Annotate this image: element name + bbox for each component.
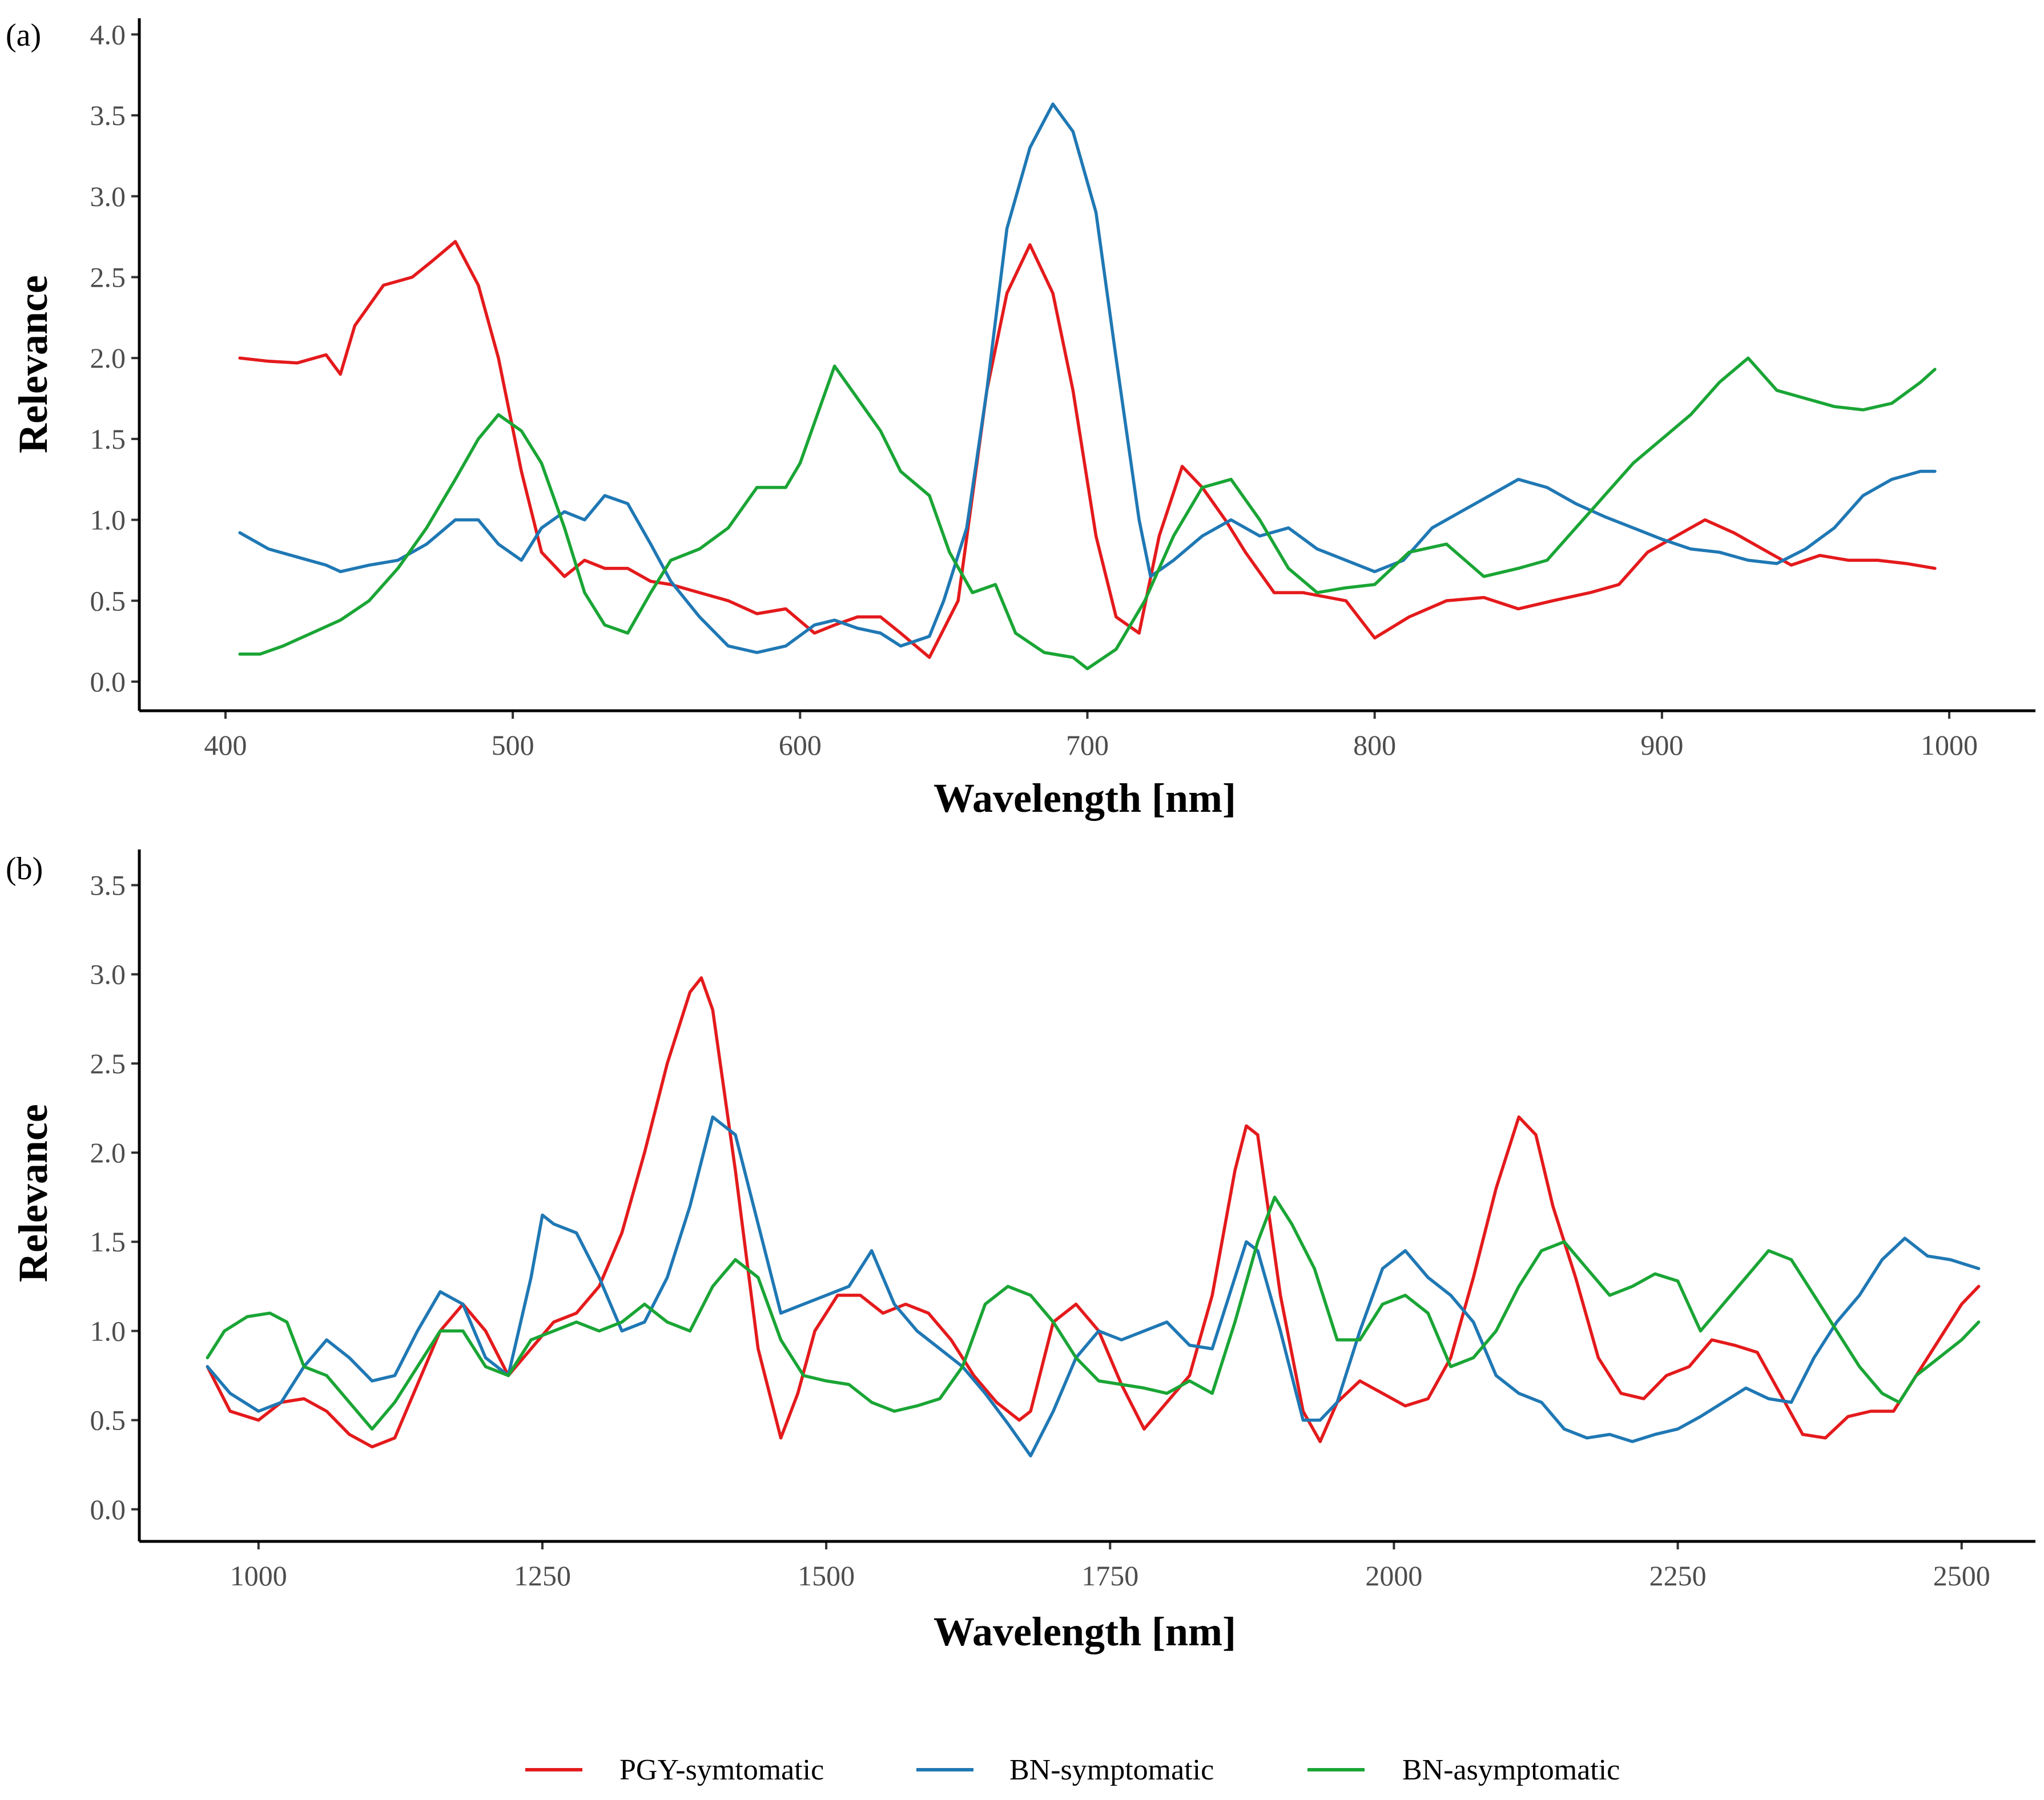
panel-label-a: (a) (6, 18, 41, 53)
series-line-b-bn-symptomatic (206, 1115, 1981, 1457)
y-tick-label-a-7: 3.5 (90, 99, 126, 131)
plot-lines-a (238, 102, 1937, 671)
y-axis-ticks-a: 0.0 0.5 1.0 1.5 2.0 2.5 3.0 3.5 4.0 (90, 18, 139, 698)
y-tick-label-b-1: 0.5 (90, 1404, 126, 1436)
x-axis-title-a: Wavelength [nm] (934, 775, 1236, 821)
x-tick-label-a-5: 900 (1640, 729, 1683, 761)
y-axis-title-b: Relevance (10, 1104, 56, 1282)
x-tick-label-a-1: 500 (492, 729, 534, 761)
series-line-a-pgy-symtomatic (238, 240, 1937, 659)
y-axis-title-a: Relevance (10, 275, 56, 453)
legend-label-pgy: PGY-symtomatic (619, 1754, 824, 1786)
x-tick-label-a-2: 600 (779, 729, 822, 761)
x-tick-label-a-4: 800 (1353, 729, 1396, 761)
y-tick-label-b-2: 1.0 (90, 1315, 126, 1347)
legend-entry-bn-symptomatic: BN-symptomatic (916, 1754, 1214, 1786)
y-tick-label-a-1: 0.5 (90, 585, 126, 617)
y-tick-label-a-0: 0.0 (90, 666, 126, 698)
chart-panel-b: (b) 0.0 0.5 1.0 1.5 2.0 2.5 3.0 3.5 1000 1250 150… (6, 849, 2035, 1654)
legend: PGY-symtomatic BN-symptomatic BN-asympto… (525, 1754, 1620, 1786)
y-tick-label-a-2: 1.0 (90, 504, 126, 536)
x-tick-label-a-6: 1000 (1921, 729, 1978, 761)
y-tick-label-a-5: 2.5 (90, 261, 126, 293)
legend-label-bn-asymptomatic: BN-asymptomatic (1402, 1754, 1620, 1786)
series-line-a-bn-asymptomatic (238, 356, 1937, 671)
y-tick-label-b-4: 2.0 (90, 1137, 126, 1169)
x-axis-title-b: Wavelength [nm] (934, 1609, 1236, 1654)
y-tick-label-b-7: 3.5 (90, 869, 126, 901)
x-tick-label-b-5: 2250 (1649, 1560, 1707, 1592)
y-tick-label-a-4: 2.0 (90, 342, 126, 374)
y-tick-label-b-5: 2.5 (90, 1048, 126, 1080)
x-axis-ticks-a: 400 500 600 700 800 900 1000 (204, 711, 1978, 761)
x-tick-label-b-6: 2500 (1933, 1560, 1990, 1592)
legend-entry-pgy: PGY-symtomatic (525, 1754, 824, 1786)
x-tick-label-a-0: 400 (204, 729, 247, 761)
x-tick-label-b-4: 2000 (1365, 1560, 1422, 1592)
y-tick-label-a-3: 1.5 (90, 423, 126, 455)
x-tick-label-b-2: 1500 (798, 1560, 855, 1592)
x-tick-label-a-3: 700 (1066, 729, 1109, 761)
y-tick-label-b-3: 1.5 (90, 1226, 126, 1258)
x-tick-label-b-1: 1250 (514, 1560, 571, 1592)
legend-entry-bn-asymptomatic: BN-asymptomatic (1307, 1754, 1620, 1786)
x-tick-label-b-3: 1750 (1081, 1560, 1138, 1592)
y-tick-label-b-6: 3.0 (90, 959, 126, 990)
y-tick-label-a-8: 4.0 (90, 18, 126, 50)
legend-label-bn-symptomatic: BN-symptomatic (1009, 1754, 1214, 1786)
series-line-b-bn-asymptomatic (206, 1195, 1981, 1431)
series-line-a-bn-symptomatic (238, 102, 1937, 654)
plot-lines-b (206, 976, 1981, 1457)
x-tick-label-b-0: 1000 (230, 1560, 287, 1592)
y-axis-ticks-b: 0.0 0.5 1.0 1.5 2.0 2.5 3.0 3.5 (90, 869, 139, 1525)
y-tick-label-a-6: 3.0 (90, 180, 126, 212)
x-axis-ticks-b: 1000 1250 1500 1750 2000 2250 2500 (230, 1541, 1990, 1592)
y-tick-label-b-0: 0.0 (90, 1493, 126, 1525)
panel-label-b: (b) (6, 851, 43, 887)
chart-panel-a: (a) 0.0 0.5 1.0 1.5 2.0 2.5 3.0 3.5 4.0 400 500 60… (6, 18, 2035, 821)
